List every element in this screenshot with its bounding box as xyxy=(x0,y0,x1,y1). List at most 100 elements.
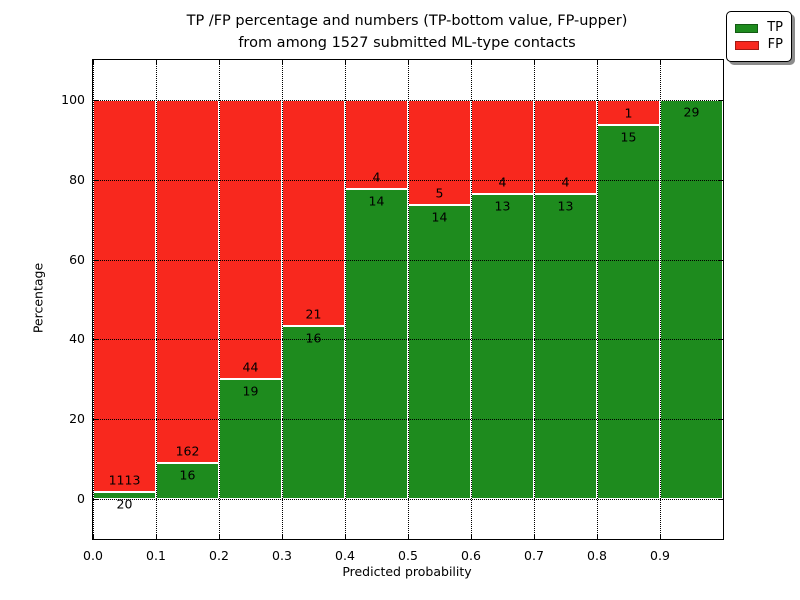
legend-label-tp: TP xyxy=(767,20,783,35)
fp-count-label: 44 xyxy=(242,359,259,375)
bar-segment-fp xyxy=(282,99,345,327)
bar-segment-fp xyxy=(408,99,471,205)
bar-segment-fp xyxy=(219,99,282,379)
bar-segment-tp xyxy=(345,188,408,500)
horizontal-gridline xyxy=(93,99,723,101)
x-tick-label: 0.4 xyxy=(335,548,355,563)
x-tick-mark xyxy=(345,534,346,539)
x-tick-mark xyxy=(156,60,157,65)
vertical-gridline xyxy=(597,60,598,539)
y-tick-mark xyxy=(718,99,723,101)
y-tick-mark xyxy=(718,179,723,181)
x-tick-mark xyxy=(660,60,661,65)
tp-count-label: 14 xyxy=(431,209,448,225)
fp-count-label: 162 xyxy=(175,443,200,459)
bar-segment-tp xyxy=(471,193,534,500)
x-tick-mark xyxy=(597,60,598,65)
bar-segment-tp xyxy=(597,124,660,500)
bar-segment-tp xyxy=(660,99,723,500)
x-tick-mark xyxy=(471,534,472,539)
vertical-gridline xyxy=(471,60,472,539)
vertical-gridline xyxy=(408,60,409,539)
horizontal-gridline xyxy=(93,339,723,341)
horizontal-gridline xyxy=(93,259,723,261)
x-tick-mark xyxy=(345,60,346,65)
vertical-gridline xyxy=(156,60,157,539)
y-tick-mark xyxy=(718,419,723,421)
y-tick-label: 0 xyxy=(77,491,85,507)
legend-entry-fp: FP xyxy=(735,37,783,53)
x-tick-mark xyxy=(408,60,409,65)
x-tick-mark xyxy=(597,534,598,539)
bar-segment-tp xyxy=(156,463,219,500)
y-axis-label: Percentage xyxy=(30,262,46,334)
chart-title: TP /FP percentage and numbers (TP-bottom… xyxy=(92,10,722,54)
tp-count-label: 16 xyxy=(305,330,322,346)
plot-area: 0.0 0.1 0.2 0.3 0.4 0.5 0.6 0.7 0.8 0.9 0 20 40 60 80 1… xyxy=(61,59,724,563)
vertical-gridline xyxy=(93,60,94,539)
y-tick-mark xyxy=(93,179,98,181)
x-tick-mark xyxy=(156,534,157,539)
vertical-gridline xyxy=(282,60,283,539)
x-tick-mark xyxy=(660,534,661,539)
y-tick-mark xyxy=(93,499,98,501)
y-tick-mark xyxy=(93,259,98,261)
y-tick-label: 60 xyxy=(69,251,85,267)
fp-count-label: 4 xyxy=(498,174,507,190)
x-tick-mark xyxy=(471,60,472,65)
tp-count-label: 13 xyxy=(557,198,574,214)
horizontal-gridline xyxy=(93,499,723,501)
fp-count-label: 1113 xyxy=(108,472,141,488)
fp-count-label: 1 xyxy=(624,105,633,121)
x-tick-label: 0.5 xyxy=(398,548,418,563)
bar-segment-fp xyxy=(93,99,156,493)
chart-title-line2: from among 1527 submitted ML-type contac… xyxy=(238,35,576,51)
x-tick-mark xyxy=(534,534,535,539)
x-tick-mark xyxy=(93,60,94,65)
tp-count-label: 13 xyxy=(494,198,511,214)
vertical-gridline xyxy=(219,60,220,539)
x-tick-mark xyxy=(219,60,220,65)
tp-count-label: 15 xyxy=(620,129,637,145)
x-tick-label: 0.3 xyxy=(272,548,292,563)
x-tick-label: 0.7 xyxy=(524,548,544,563)
vertical-gridline xyxy=(534,60,535,539)
y-tick-label: 80 xyxy=(69,171,85,187)
x-tick-mark xyxy=(408,534,409,539)
x-tick-mark xyxy=(219,534,220,539)
x-tick-label: 0.2 xyxy=(209,548,229,563)
x-tick-mark xyxy=(282,60,283,65)
x-tick-mark xyxy=(723,534,724,539)
horizontal-gridline xyxy=(93,179,723,181)
x-tick-label: 0.1 xyxy=(146,548,166,563)
x-axis-label: Predicted probability xyxy=(342,564,472,579)
x-tick-mark xyxy=(534,60,535,65)
fp-count-label: 4 xyxy=(561,174,570,190)
bar-segment-fp xyxy=(534,99,597,194)
tp-count-label: 20 xyxy=(116,496,133,512)
chart-title-line1: TP /FP percentage and numbers (TP-bottom… xyxy=(186,13,628,29)
x-tick-label: 0.9 xyxy=(650,548,670,563)
tp-count-label: 14 xyxy=(368,193,385,209)
x-tick-label: 0.6 xyxy=(461,548,481,563)
legend-swatch-fp xyxy=(735,40,759,50)
y-tick-mark xyxy=(718,499,723,501)
fp-count-label: 4 xyxy=(372,169,381,185)
x-tick-label: 0.0 xyxy=(83,548,103,563)
x-tick-mark xyxy=(723,60,724,65)
legend-entry-tp: TP xyxy=(735,20,783,36)
y-tick-label: 100 xyxy=(61,91,85,107)
fp-count-label: 21 xyxy=(305,306,322,322)
y-tick-label: 40 xyxy=(69,331,85,347)
bar-segment-tp xyxy=(534,193,597,500)
y-tick-mark xyxy=(93,339,98,341)
y-tick-mark xyxy=(93,99,98,101)
vertical-gridline xyxy=(723,60,724,539)
legend-swatch-tp xyxy=(735,23,759,33)
y-tick-mark xyxy=(93,419,98,421)
legend-label-fp: FP xyxy=(767,37,783,52)
vertical-gridline xyxy=(345,60,346,539)
fp-count-label: 5 xyxy=(435,185,444,201)
x-tick-label: 0.8 xyxy=(587,548,607,563)
